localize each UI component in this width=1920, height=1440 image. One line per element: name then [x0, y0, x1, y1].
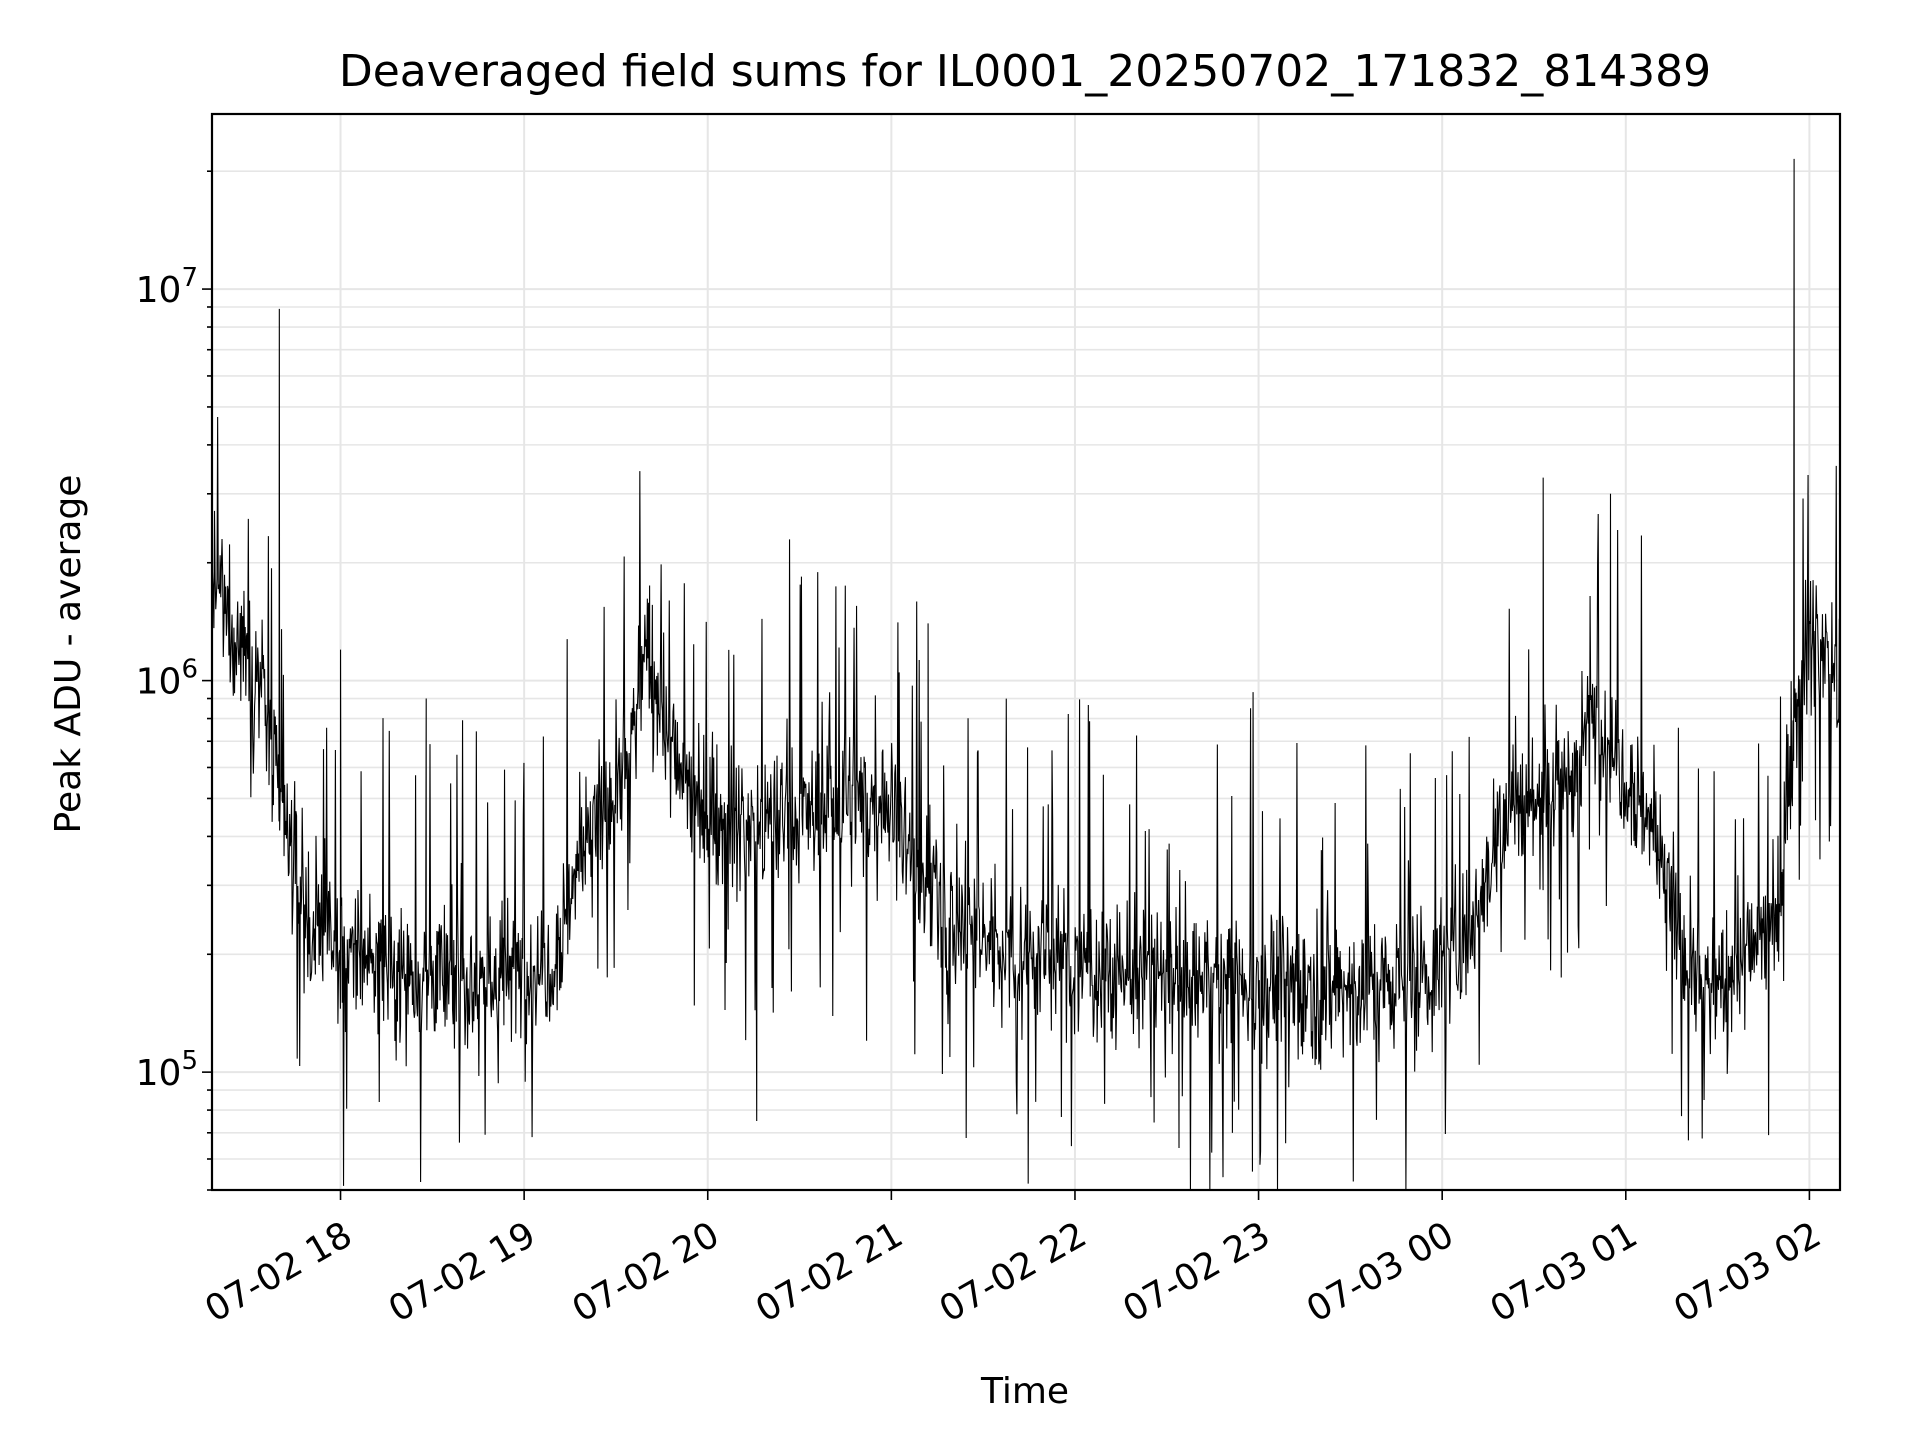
- series-layer: [211, 158, 1841, 1191]
- plot-frame: [210, 112, 1842, 1192]
- y-tick-base: 10: [136, 662, 182, 703]
- y-tick-exponent: 6: [181, 655, 198, 685]
- grid-layer: [212, 114, 1840, 1191]
- chart-title: Deaveraged field sums for IL0001_2025070…: [339, 46, 1711, 97]
- y-axis-label: Peak ADU - average: [48, 475, 89, 834]
- y-tick-label: 106: [136, 655, 198, 703]
- y-tick-base: 10: [136, 1053, 182, 1094]
- x-axis-label: Time: [980, 1371, 1069, 1412]
- y-tick-exponent: 5: [181, 1046, 198, 1076]
- y-tick-exponent: 7: [181, 263, 198, 293]
- y-tick-base: 10: [136, 270, 182, 311]
- y-tick-label: 105: [136, 1046, 198, 1094]
- y-tick-label: 107: [136, 263, 198, 311]
- series-line: [211, 158, 1841, 1191]
